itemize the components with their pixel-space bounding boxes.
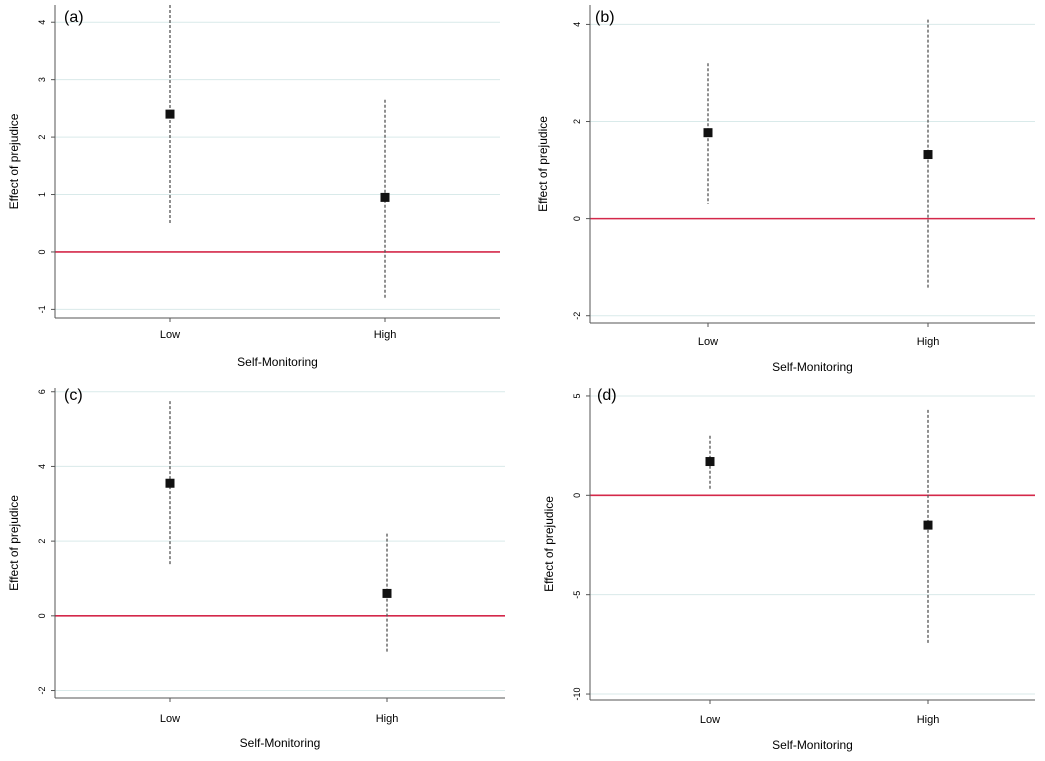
point-estimate-marker [382,588,392,598]
y-tick-label: 4 [37,20,47,25]
x-tick-label: High [917,336,940,348]
x-axis-title: Self-Monitoring [240,736,321,750]
y-tick-label: 4 [572,22,582,27]
y-tick-label: -1 [37,305,47,313]
y-tick-label: 0 [572,493,582,498]
x-tick-label: Low [160,713,180,725]
panel-c: -2 0 2 4 6 Low High Effect of prejudice Self-Mon… [0,378,520,756]
x-tick-label: High [917,714,940,726]
y-axis-title: Effect of prejudice [7,495,21,591]
x-tick-label: Low [160,329,180,341]
y-tick-label: 2 [572,119,582,124]
chart-svg: -10 -5 0 5 Low High Effect of prejudice Self-Mo… [542,387,1035,752]
x-axis-title: Self-Monitoring [772,738,853,752]
panel-d: -10 -5 0 5 Low High Effect of prejudice Self-Mo… [525,378,1045,756]
y-tick-label: -10 [572,688,582,701]
y-tick-label: 5 [572,393,582,398]
y-tick-label: 2 [37,539,47,544]
chart-svg: -2 0 2 4 6 Low High Effect of prejudice Self-Mon… [7,387,505,750]
point-estimate-marker [703,128,713,138]
y-axis-title: Effect of prejudice [536,116,550,212]
y-axis-title: Effect of prejudice [7,113,21,209]
y-axis-title: Effect of prejudice [542,496,556,592]
panel-label: (b) [595,9,615,26]
panel-label: (c) [64,387,83,404]
point-estimate-marker [165,478,175,488]
panel-label: (a) [64,9,84,26]
panel-b: -2 0 2 4 Low High Effect of prejudice Self-Moni… [525,0,1045,378]
point-estimate-marker [923,150,933,160]
y-tick-label: 1 [37,192,47,197]
x-axis-title: Self-Monitoring [237,355,318,369]
y-tick-label: 0 [37,613,47,618]
x-tick-label: Low [700,714,720,726]
y-tick-label: 0 [37,249,47,254]
y-tick-label: 2 [37,135,47,140]
y-tick-label: 4 [37,464,47,469]
chart-svg: -2 0 2 4 Low High Effect of prejudice Self-Moni… [536,5,1035,374]
y-tick-label: -5 [572,591,582,599]
point-estimate-marker [380,192,390,202]
panel-label: (d) [597,387,617,404]
point-estimate-marker [923,520,933,530]
y-tick-label: 6 [37,389,47,394]
point-estimate-marker [705,457,715,467]
y-tick-label: -2 [37,687,47,695]
chart-svg: -1 0 1 2 3 4 Low High Effect of prejudice Self-Mo… [7,5,500,369]
y-tick-label: -2 [572,312,582,320]
x-axis-title: Self-Monitoring [772,360,853,374]
y-tick-label: 3 [37,77,47,82]
y-tick-label: 0 [572,216,582,221]
x-tick-label: High [374,329,397,341]
point-estimate-marker [165,109,175,119]
x-tick-label: High [376,713,399,725]
x-tick-label: Low [698,336,718,348]
panel-a: -1 0 1 2 3 4 Low High Effect of prejudice Self-Mo… [0,0,520,378]
